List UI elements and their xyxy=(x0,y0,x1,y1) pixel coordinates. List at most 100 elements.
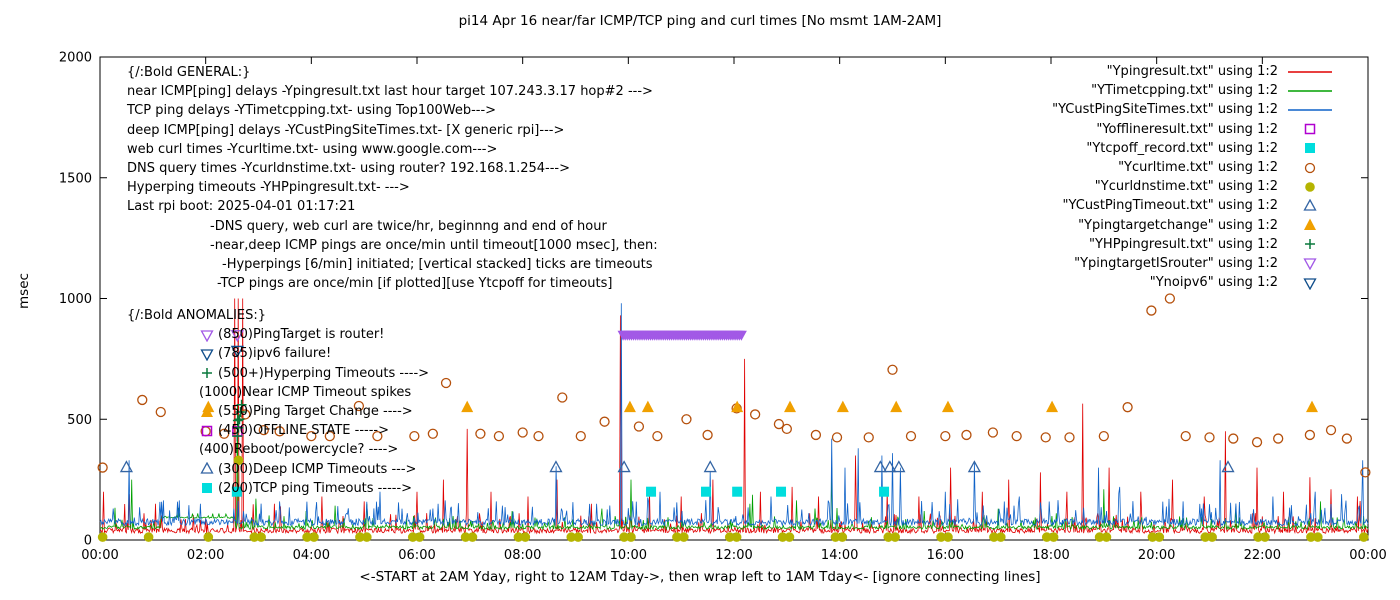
series-point-Ycurldnstime.txt xyxy=(520,532,531,542)
series-point-Ycurltime.txt xyxy=(97,462,108,473)
series-point-Ycurldnstime.txt xyxy=(467,532,478,542)
anomaly-text: (300)Deep ICMP Timeouts ---> xyxy=(218,461,417,477)
legend-sample-line-icon xyxy=(1284,103,1336,117)
legend-marker-swatch xyxy=(1304,123,1316,135)
triangle-down-open-bullet xyxy=(200,330,214,342)
series-point-Ycurltime.txt xyxy=(1204,432,1215,443)
series-point-Ycurltime.txt xyxy=(810,429,822,441)
series-point-YHPpingresult.txt xyxy=(232,431,243,442)
anomaly-text: (785)ipv6 failure! xyxy=(218,346,332,362)
series-point-Ycurltime.txt xyxy=(533,431,544,442)
series-point-Ycurltime.txt xyxy=(427,428,439,439)
series-point-YHPpingresult.txt xyxy=(234,414,245,425)
series-point-Ytcpoff_record.txt xyxy=(700,486,711,497)
series-point-Ycurltime.txt xyxy=(1341,433,1353,444)
series-point-YHPpingresult.txt xyxy=(236,399,247,410)
plus-icon xyxy=(202,368,212,379)
general-annotation-line: -TCP pings are once/min [if plotted][use… xyxy=(217,276,613,292)
legend-entry: "Ycurldnstime.txt" using 1:2 xyxy=(916,177,1336,196)
series-point-Ycurltime.txt xyxy=(1064,432,1075,443)
anomaly-line: (500+)Hyperping Timeouts ----> xyxy=(199,364,429,383)
series-point-Ycurltime.txt xyxy=(1011,431,1022,442)
series-point-Ycurltime.txt xyxy=(493,431,505,442)
series-point-Ycurldnstime.txt xyxy=(777,532,788,542)
series-point-Ycurltime.txt xyxy=(652,431,663,442)
anomaly-line: (850)PingTarget is router! xyxy=(199,325,429,344)
general-annotation-line: near ICMP[ping] delays -Ypingresult.txt … xyxy=(127,84,653,100)
axes: 00:00 02:00 04:00 06:00 08:00 10:00 12:00 14:00… xyxy=(59,51,1387,564)
general-annotation-line: -near,deep ICMP pings are once/min until… xyxy=(210,237,658,253)
series-point-Ytcpoff_record.txt xyxy=(776,486,787,497)
series-point-Ycurltime.txt xyxy=(1098,431,1109,442)
series-point-Ycurltime.txt xyxy=(702,429,713,441)
x-tick-label: 14:00 xyxy=(821,548,858,563)
series-point-Ycurltime.txt xyxy=(1180,431,1191,442)
legend-entry: "YTimetcpping.txt" using 1:2 xyxy=(916,81,1336,100)
series-point-Ytcpoff_record.txt xyxy=(879,486,890,497)
anomaly-text: (500+)Hyperping Timeouts ----> xyxy=(218,365,430,381)
series-point-Ycurltime.txt xyxy=(575,431,586,442)
series-point-YCustPingTimeout.txt xyxy=(1221,460,1235,473)
square-open-bullet xyxy=(201,425,213,436)
triangle-up-filled-icon xyxy=(201,405,213,417)
legend-marker-swatch xyxy=(1304,218,1316,231)
anomaly-text: (550)Ping Target Change ----> xyxy=(218,403,413,419)
series-point-Ycurldnstime.txt xyxy=(619,532,629,542)
series-point-Ycurltime.txt xyxy=(219,428,230,439)
square-filled-icon xyxy=(202,483,212,494)
series-point-Ycurldnstime.txt xyxy=(355,532,365,542)
series-point-Ycurldnstime.txt xyxy=(203,532,214,542)
x-tick-label: 10:00 xyxy=(610,548,647,563)
legend-sample-line-icon xyxy=(1284,65,1336,79)
x-axis-label: <-START at 2AM Yday, right to 12AM Tday-… xyxy=(359,569,1041,585)
legend-entry: "Ycurltime.txt" using 1:2 xyxy=(916,158,1336,177)
series-point-Ypingtargetchange xyxy=(1305,400,1318,413)
series-point-Ytcpoff_record.txt xyxy=(732,486,743,497)
series-point-Ycurldnstime.txt xyxy=(513,532,524,542)
series-point-Ycurltime.txt xyxy=(258,424,269,436)
series-point-Ycurldnstime.txt xyxy=(302,532,312,542)
legend-marker-swatch xyxy=(1305,143,1315,154)
series-point-Ycurldnstime.txt xyxy=(309,532,319,542)
series-point-Ycurldnstime.txt xyxy=(883,532,894,542)
legend-label: "YHPpingresult.txt" using 1:2 xyxy=(1089,236,1278,252)
triangle-down-open-icon xyxy=(200,330,214,342)
series-point-Ycurltime.txt xyxy=(905,431,917,442)
legend-entry: "YpingtargetISrouter" using 1:2 xyxy=(916,254,1336,273)
series-line-YCustPingSiteTimes.txt xyxy=(99,303,1369,527)
anomaly-text: (200)TCP ping Timeouts -----> xyxy=(218,480,413,496)
y-tick-label: 1000 xyxy=(59,292,92,307)
series-point-Ycurldnstime.txt xyxy=(233,455,244,466)
anomaly-line: (450)OFFLINE STATE -----> xyxy=(199,421,429,440)
legend-marker-swatch xyxy=(1303,278,1317,290)
anomalies-list: (850)PingTarget is router! (785)ipv6 fail… xyxy=(127,325,429,498)
series-point-Ycurltime.txt xyxy=(324,431,335,442)
series-point-Ycurltime.txt xyxy=(831,432,843,443)
series-point-Ycurltime.txt xyxy=(987,427,999,438)
series-point-YCustPingTimeout.txt xyxy=(873,460,887,473)
series-point-Ycurltime.txt xyxy=(1251,437,1263,448)
legend-label: "YCustPingSiteTimes.txt" using 1:2 xyxy=(1052,102,1278,118)
series-point-Ycurldnstime.txt xyxy=(460,532,471,542)
legend-label: "Ycurldnstime.txt" using 1:2 xyxy=(1094,179,1278,195)
chart-title: pi14 Apr 16 near/far ICMP/TCP ping and c… xyxy=(458,13,942,29)
series-band-YpingtargetISrouter xyxy=(735,330,747,341)
general-annotation-line: Last rpi boot: 2025-04-01 01:17:21 xyxy=(127,199,356,215)
legend-label: "YTimetcpping.txt" using 1:2 xyxy=(1091,83,1278,99)
series-point-Ycurltime.txt xyxy=(599,416,610,427)
series-point-Ycurltime.txt xyxy=(1228,433,1239,444)
legend-sample-square-filled-icon xyxy=(1284,141,1336,155)
legend-label: "Yofflineresult.txt" using 1:2 xyxy=(1096,121,1278,137)
series-point-Ycurldnstime.txt xyxy=(626,532,636,542)
series-point-Ycurldnstime.txt xyxy=(837,532,848,542)
anomalies-annotations: {/:Bold ANOMALIES:} (850)PingTarget is r… xyxy=(127,306,429,498)
anomaly-line: (200)TCP ping Timeouts -----> xyxy=(199,479,429,498)
general-annotation-line: -DNS query, web curl are twice/hr, begin… xyxy=(210,218,607,234)
legend-entry: "Yofflineresult.txt" using 1:2 xyxy=(916,120,1336,139)
series-point-Ypingtargetchange xyxy=(461,400,474,413)
legend-sample-line-icon xyxy=(1284,84,1336,98)
series-point-YCustPingTimeout.txt xyxy=(119,460,134,473)
series-point-Ycurldnstime.txt xyxy=(1358,532,1369,542)
triangle-up-filled-bullet xyxy=(201,405,213,417)
series-point-Ycurldnstime.txt xyxy=(943,532,953,542)
